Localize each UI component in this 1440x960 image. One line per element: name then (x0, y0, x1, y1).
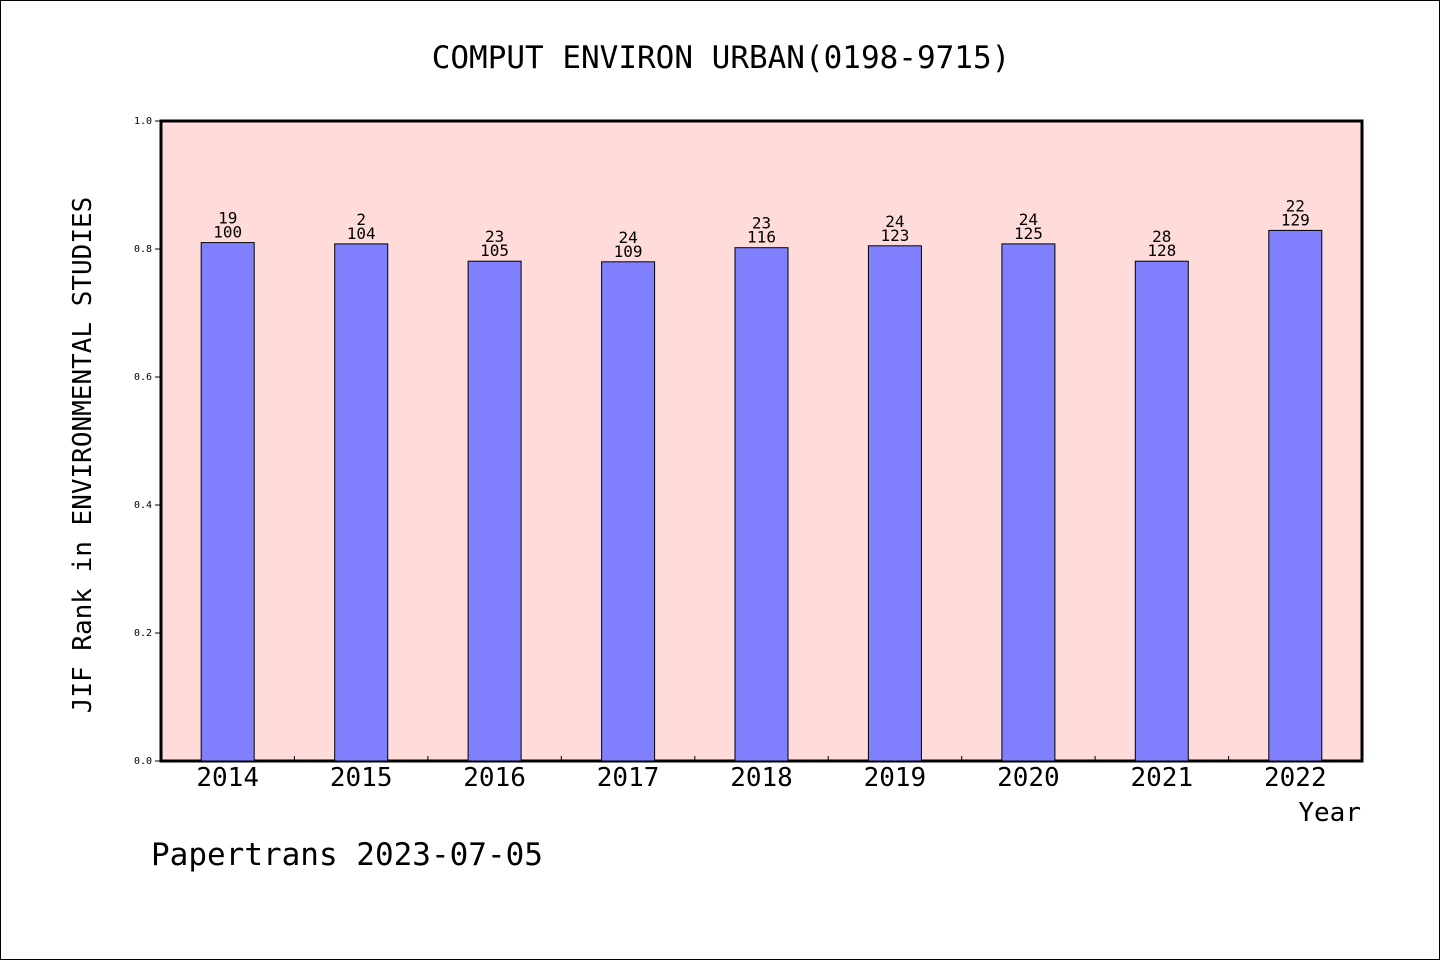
data-label-total: 125 (1014, 224, 1043, 243)
x-tick-label: 2019 (864, 763, 927, 793)
x-tick-label: 2020 (997, 763, 1060, 793)
data-label-rank: 24 (1019, 210, 1038, 229)
bar-2019 (867, 245, 922, 762)
y-axis-label: JIF Rank in ENVIRONMENTAL STUDIES (68, 197, 98, 714)
y-tick-label: 0.8 (134, 244, 152, 255)
data-label-total: 105 (480, 241, 509, 260)
data-label-total: 104 (347, 224, 376, 243)
y-tick-label: 0.4 (134, 500, 152, 511)
x-tick-label: 2018 (730, 763, 793, 793)
chart-title: COMPUT ENVIRON URBAN(0198-9715) (432, 40, 1011, 76)
data-label-rank: 23 (752, 214, 771, 233)
bars-layer (200, 229, 1323, 762)
x-tick-label: 2014 (196, 763, 259, 793)
x-tick-label: 2015 (330, 763, 393, 793)
x-tick-label: 2021 (1130, 763, 1193, 793)
data-label-total: 100 (213, 223, 242, 242)
bar-2022 (1268, 229, 1323, 762)
bar-2017 (601, 261, 656, 762)
data-label-total: 128 (1147, 241, 1176, 260)
data-label-total: 129 (1281, 210, 1310, 229)
data-label-rank: 22 (1286, 196, 1305, 215)
y-axis: 0.0 0.2 0.4 0.6 0.8 1.0 (134, 116, 161, 767)
data-label-rank: 2 (356, 210, 366, 229)
x-tick-label: 2017 (597, 763, 660, 793)
data-label-rank: 24 (618, 228, 637, 247)
y-tick-label: 0.0 (134, 756, 152, 767)
data-label-rank: 24 (885, 212, 904, 231)
data-label-rank: 23 (485, 227, 504, 246)
y-tick-label: 0.2 (134, 628, 152, 639)
bar-2016 (467, 260, 522, 762)
data-label-rank: 28 (1152, 227, 1171, 246)
data-label-total: 123 (880, 226, 909, 245)
x-tick-label: 2016 (463, 763, 526, 793)
bar-2014 (200, 242, 255, 762)
x-axis-label: Year (1298, 798, 1361, 828)
data-label-total: 116 (747, 228, 776, 247)
x-tick-label: 2022 (1264, 763, 1327, 793)
x-axis: 2014 2015 2016 2017 2018 2019 2020 2021 2022 (196, 756, 1327, 793)
data-label-total: 109 (614, 242, 643, 261)
data-label-rank: 19 (218, 209, 237, 228)
bar-2015 (334, 243, 389, 762)
y-tick-label: 0.6 (134, 372, 152, 383)
y-tick-label: 1.0 (134, 116, 152, 127)
bar-2021 (1134, 260, 1189, 762)
bar-2020 (1001, 243, 1056, 762)
footer-credit: Papertrans 2023-07-05 (151, 837, 543, 873)
bar-2018 (734, 247, 789, 762)
